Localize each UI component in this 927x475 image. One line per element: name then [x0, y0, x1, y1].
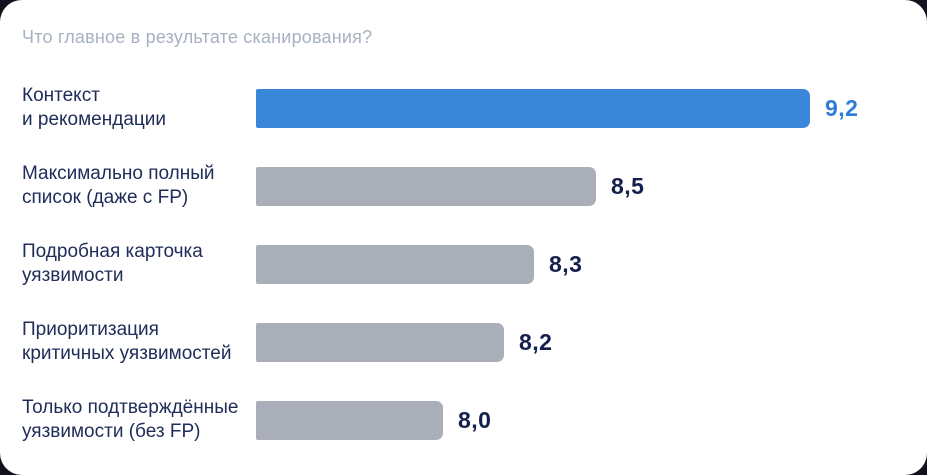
bar-track: 8,0 — [256, 400, 903, 440]
chart-row: Приоритизация критичных уязвимостей 8,2 — [22, 303, 903, 381]
chart-title: Что главное в результате сканирования? — [22, 27, 373, 47]
bar-label: Максимально полный список (даже с FP) — [22, 163, 215, 208]
bar — [256, 400, 443, 440]
bar — [256, 88, 810, 128]
bar-value: 9,2 — [825, 94, 859, 121]
bar-track: 9,2 — [256, 88, 903, 128]
bar-value: 8,0 — [458, 406, 492, 433]
chart-row: Только подтверждённые уязвимости (без FP… — [22, 381, 903, 459]
bar-value: 8,3 — [549, 250, 583, 277]
bar — [256, 166, 596, 206]
bar — [256, 322, 504, 362]
bar-label: Приоритизация критичных уязвимостей — [22, 319, 232, 364]
bar-track: 8,5 — [256, 166, 903, 206]
bar-label: Контекст и рекомендации — [22, 85, 167, 130]
bar-track: 8,2 — [256, 322, 903, 362]
bar-track: 8,3 — [256, 244, 903, 284]
chart-row: Подробная карточка уязвимости 8,3 — [22, 225, 903, 303]
bar-rows: Контекст и рекомендации 9,2 Максимально по… — [22, 69, 903, 459]
chart-row: Максимально полный список (даже с FP) 8,5 — [22, 147, 903, 225]
bar-value: 8,2 — [519, 328, 553, 355]
chart-row: Контекст и рекомендации 9,2 — [22, 69, 903, 147]
bar-label: Только подтверждённые уязвимости (без FP… — [22, 397, 239, 442]
bar — [256, 244, 534, 284]
bar-label: Подробная карточка уязвимости — [22, 241, 203, 286]
bar-value: 8,5 — [611, 172, 645, 199]
